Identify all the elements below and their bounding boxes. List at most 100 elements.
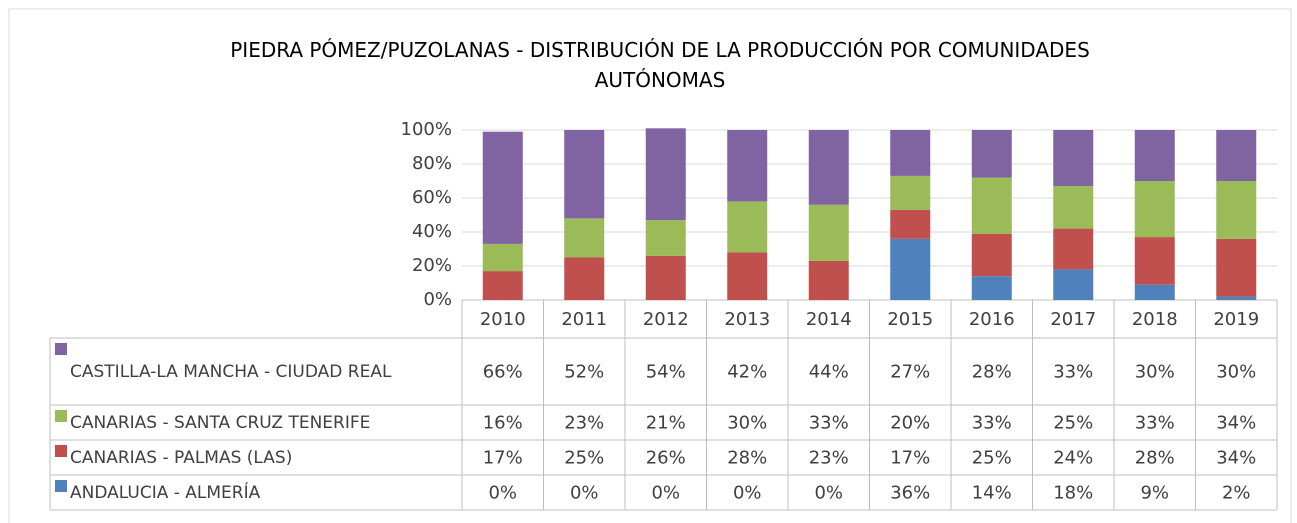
x-tick-label: 2019 (1213, 309, 1259, 330)
legend-cell: CANARIAS - PALMAS (LAS) (55, 440, 459, 475)
legend-label: ANDALUCIA - ALMERÍA (70, 482, 261, 503)
table-value: 33% (1053, 362, 1093, 383)
y-tick-label: 40% (412, 221, 452, 242)
table-value: 0% (488, 483, 517, 504)
table-value: 17% (890, 448, 930, 469)
legend-swatch (55, 343, 67, 355)
table-value: 0% (570, 483, 599, 504)
bar-segment (564, 218, 605, 258)
table-value: 17% (483, 448, 523, 469)
y-tick-label: 20% (412, 255, 452, 276)
legend-entry: CANARIAS - PALMAS (LAS) (55, 440, 459, 475)
bar-segment (645, 220, 686, 256)
table-value: 30% (727, 413, 767, 434)
table-value: 33% (972, 413, 1012, 434)
y-tick-label: 80% (412, 153, 452, 174)
table-value: 18% (1053, 483, 1093, 504)
table-value: 25% (564, 448, 604, 469)
bar-segment (971, 177, 1012, 234)
table-value: 28% (972, 362, 1012, 383)
bar-segment (482, 243, 523, 272)
bar-segment (564, 257, 605, 300)
legend-swatch (55, 445, 67, 457)
bar-segment (1216, 296, 1257, 300)
chart-border (8, 8, 1292, 523)
table-value: 0% (733, 483, 762, 504)
bar-segment (1134, 181, 1175, 238)
table-value: 16% (483, 413, 523, 434)
legend-label: CANARIAS - PALMAS (LAS) (70, 447, 293, 468)
bar-segment (890, 175, 931, 210)
table-value: 9% (1140, 483, 1169, 504)
legend-swatch (55, 480, 67, 492)
table-value: 54% (646, 362, 686, 383)
chart-title: PIEDRA PÓMEZ/PUZOLANAS - DISTRIBUCIÓN DE… (230, 38, 1090, 92)
legend-entry: CANARIAS - SANTA CRUZ TENERIFE (55, 405, 459, 440)
bar-segment (1216, 238, 1257, 297)
legend-entry: ANDALUCIA - ALMERÍA (55, 475, 459, 510)
bar-segment (1053, 186, 1094, 229)
y-tick-label: 60% (412, 187, 452, 208)
table-value: 14% (972, 483, 1012, 504)
table-value: 26% (646, 448, 686, 469)
table-value: 2% (1222, 483, 1251, 504)
table-value: 66% (483, 362, 523, 383)
table-value: 21% (646, 413, 686, 434)
bar-segment (482, 131, 523, 244)
bar-segment (1134, 237, 1175, 285)
bar-segment (564, 130, 605, 219)
legend-cell: ANDALUCIA - ALMERÍA (55, 475, 459, 510)
legend-label: CASTILLA-LA MANCHA - CIUDAD REAL (70, 361, 392, 382)
table-value: 33% (1135, 413, 1175, 434)
bar-segment (727, 130, 768, 202)
bar-segment (808, 204, 849, 261)
table-value: 42% (727, 362, 767, 383)
table-value: 34% (1216, 448, 1256, 469)
x-tick-label: 2017 (1050, 309, 1096, 330)
table-value: 23% (564, 413, 604, 434)
table-value: 0% (814, 483, 843, 504)
bar-segment (890, 238, 931, 300)
table-value: 25% (1053, 413, 1093, 434)
table-value: 24% (1053, 448, 1093, 469)
x-tick-label: 2012 (643, 309, 689, 330)
legend-cell: CANARIAS - SANTA CRUZ TENERIFE (55, 405, 459, 440)
bar-segment (1216, 181, 1257, 239)
x-tick-label: 2010 (480, 309, 526, 330)
table-value: 28% (727, 448, 767, 469)
bar-segment (1216, 130, 1257, 181)
x-tick-label: 2018 (1132, 309, 1178, 330)
bar-segment (1134, 284, 1175, 300)
x-tick-label: 2016 (969, 309, 1015, 330)
bar-segment (1134, 130, 1175, 181)
table-value: 36% (890, 483, 930, 504)
bar-segment (971, 276, 1012, 300)
legend-label: CANARIAS - SANTA CRUZ TENERIFE (70, 412, 371, 433)
bar-segment (971, 130, 1012, 178)
bar-segment (890, 130, 931, 176)
bar-segment (1053, 269, 1094, 300)
bar-segment (727, 201, 768, 253)
table-value: 30% (1216, 362, 1256, 383)
bar-segment (727, 252, 768, 300)
x-tick-label: 2011 (561, 309, 607, 330)
table-value: 27% (890, 362, 930, 383)
bar-segment (808, 130, 849, 205)
title-box: PIEDRA PÓMEZ/PUZOLANAS - DISTRIBUCIÓN DE… (230, 38, 1090, 92)
x-tick-label: 2013 (724, 309, 770, 330)
y-tick-label: 0% (423, 289, 452, 310)
bar-segment (808, 260, 849, 300)
table-value: 52% (564, 362, 604, 383)
x-tick-label: 2014 (806, 309, 852, 330)
legend-entry: CASTILLA-LA MANCHA - CIUDAD REAL (55, 338, 459, 405)
table-value: 44% (809, 362, 849, 383)
bar-segment (645, 128, 686, 221)
table-value: 34% (1216, 413, 1256, 434)
bar-segment (890, 209, 931, 239)
y-tick-label: 100% (401, 119, 452, 140)
bar-segment (482, 271, 523, 300)
table-value: 28% (1135, 448, 1175, 469)
table-value: 20% (890, 413, 930, 434)
x-tick-label: 2015 (887, 309, 933, 330)
